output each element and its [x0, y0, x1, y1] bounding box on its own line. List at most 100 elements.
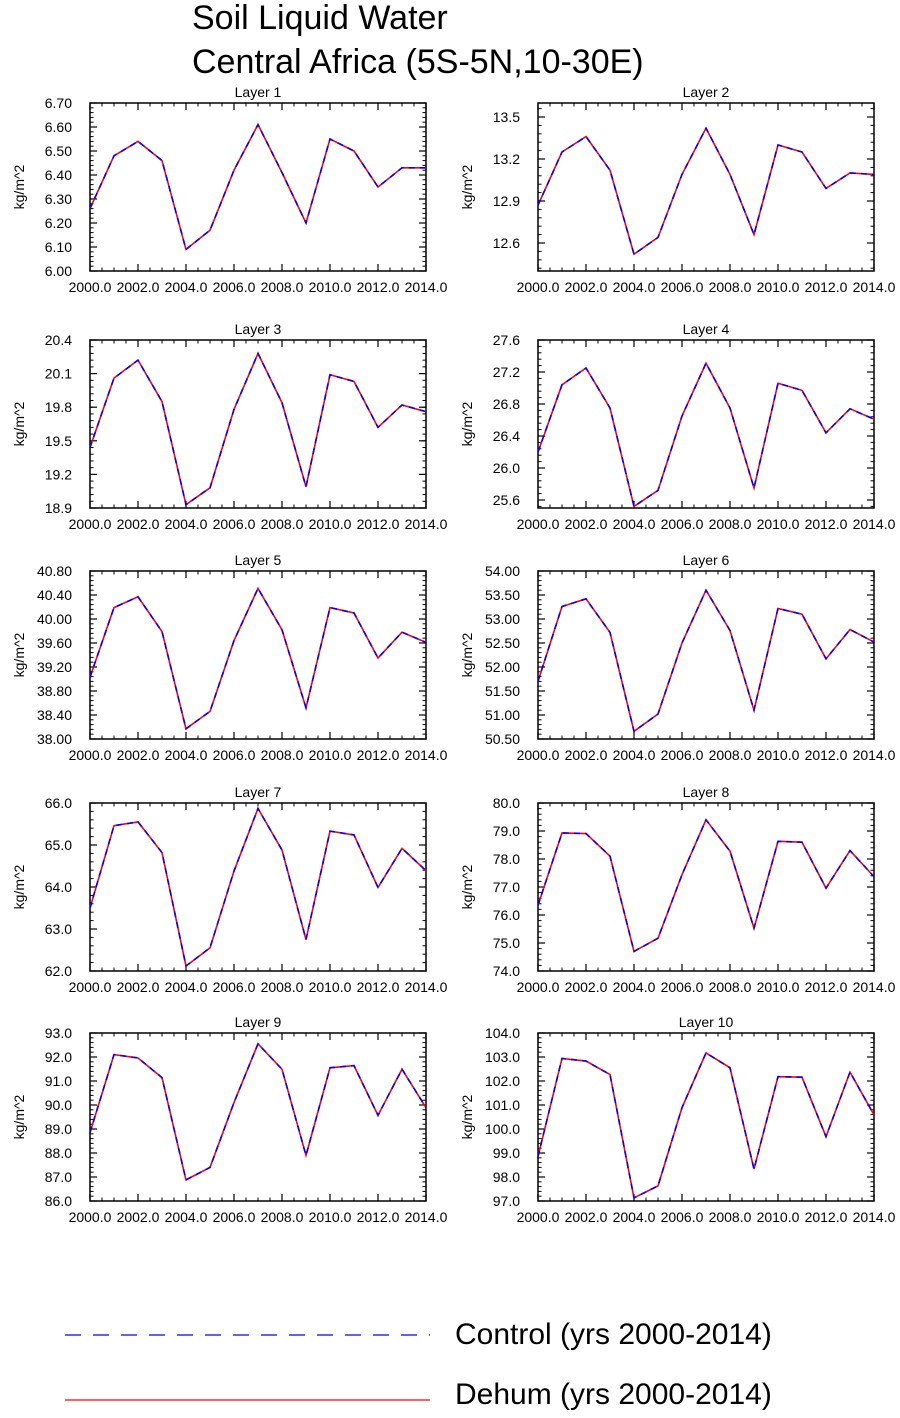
series-line-control [89, 586, 427, 731]
x-tick-label: 2000.0 [517, 279, 560, 295]
y-tick-label: 97.0 [493, 1193, 520, 1209]
panel-2: Layer 2 kg/m^2 2000.0 2002.0 2004.0 2006.0 200… [459, 84, 896, 295]
x-tick-label: 2010.0 [309, 516, 352, 532]
x-tick-label: 2008.0 [261, 516, 304, 532]
panel-4: Layer 4 kg/m^2 2000.0 2002.0 2004.0 2006.0 200… [459, 321, 896, 532]
y-tick-label: 66.0 [45, 795, 72, 811]
series-line-dehum [89, 351, 427, 506]
y-tick-label: 80.0 [493, 795, 520, 811]
x-tick-label: 2012.0 [357, 979, 400, 995]
y-tick-label: 101.0 [485, 1097, 520, 1113]
x-tick-label: 2008.0 [261, 979, 304, 995]
x-tick-label: 2012.0 [357, 1209, 400, 1225]
x-tick-label: 2004.0 [165, 279, 208, 295]
x-tick-label: 2012.0 [805, 979, 848, 995]
x-tick-label: 2002.0 [117, 279, 160, 295]
y-axis-label: kg/m^2 [459, 632, 475, 677]
x-tick-label: 2000.0 [517, 1209, 560, 1225]
panel-title: Layer 7 [235, 784, 282, 800]
series-line-dehum [537, 1051, 875, 1200]
x-tick-label: 2004.0 [165, 516, 208, 532]
y-axis-label: kg/m^2 [11, 864, 27, 909]
y-tick-label: 19.5 [45, 433, 72, 449]
x-tick-label: 2004.0 [613, 516, 656, 532]
x-tick-label: 2014.0 [405, 516, 448, 532]
series-line-dehum [537, 588, 875, 733]
x-tick-label: 2014.0 [853, 979, 896, 995]
series-line-dehum [89, 586, 427, 731]
x-tick-label: 2006.0 [661, 279, 704, 295]
panel-title: Layer 3 [235, 321, 282, 337]
y-tick-label: 52.50 [485, 635, 520, 651]
x-tick-label: 2014.0 [405, 747, 448, 763]
x-tick-label: 2014.0 [405, 979, 448, 995]
y-tick-label: 6.40 [45, 167, 72, 183]
y-tick-label: 104.0 [485, 1025, 520, 1041]
x-tick-label: 2006.0 [213, 1209, 256, 1225]
series-line-control [537, 126, 875, 256]
panel-title: Layer 5 [235, 552, 282, 568]
x-tick-label: 2014.0 [405, 1209, 448, 1225]
x-tick-label: 2010.0 [757, 979, 800, 995]
y-tick-label: 103.0 [485, 1049, 520, 1065]
y-tick-label: 27.2 [493, 364, 520, 380]
x-tick-label: 2004.0 [613, 1209, 656, 1225]
panel-title: Layer 2 [683, 84, 730, 100]
x-tick-label: 2012.0 [357, 747, 400, 763]
x-tick-label: 2000.0 [69, 516, 112, 532]
series-line-control [89, 806, 427, 968]
y-axis-label: kg/m^2 [11, 1094, 27, 1139]
y-tick-label: 20.4 [45, 332, 72, 348]
x-tick-label: 2012.0 [805, 747, 848, 763]
y-tick-label: 26.8 [493, 396, 520, 412]
y-tick-label: 6.30 [45, 191, 72, 207]
y-tick-label: 27.6 [493, 332, 520, 348]
y-axis-label: kg/m^2 [459, 164, 475, 209]
x-tick-label: 2002.0 [117, 979, 160, 995]
series-line-control [89, 122, 426, 251]
panel-5: Layer 5 kg/m^2 2000.0 2002.0 2004.0 2006.0 200… [11, 552, 448, 763]
plot-frame [89, 1032, 427, 1202]
x-tick-label: 2008.0 [709, 516, 752, 532]
y-tick-label: 6.70 [45, 95, 72, 111]
y-tick-label: 86.0 [45, 1193, 72, 1209]
y-tick-label: 51.00 [485, 707, 520, 723]
plot-frame [537, 802, 875, 972]
x-tick-label: 2010.0 [309, 279, 352, 295]
x-tick-label: 2000.0 [517, 747, 560, 763]
y-tick-label: 53.50 [485, 587, 520, 603]
y-tick-label: 6.20 [45, 215, 72, 231]
y-tick-label: 51.50 [485, 683, 520, 699]
x-tick-label: 2014.0 [853, 516, 896, 532]
y-tick-label: 87.0 [45, 1169, 72, 1185]
y-tick-label: 26.4 [493, 428, 520, 444]
panel-1: Layer 1 kg/m^2 2000.0 2002.0 2004.0 2006.0 200… [11, 84, 448, 295]
y-tick-label: 98.0 [493, 1169, 520, 1185]
y-tick-label: 91.0 [45, 1073, 72, 1089]
y-tick-label: 12.9 [493, 193, 520, 209]
x-tick-label: 2002.0 [565, 279, 608, 295]
panel-title: Layer 1 [235, 84, 282, 100]
x-tick-label: 2014.0 [853, 1209, 896, 1225]
y-tick-label: 62.0 [45, 963, 72, 979]
x-tick-label: 2006.0 [661, 979, 704, 995]
x-tick-label: 2010.0 [309, 1209, 352, 1225]
x-tick-label: 2014.0 [405, 279, 448, 295]
y-tick-label: 100.0 [485, 1121, 520, 1137]
y-tick-label: 26.0 [493, 460, 520, 476]
y-tick-label: 88.0 [45, 1145, 72, 1161]
x-tick-label: 2000.0 [517, 516, 560, 532]
x-tick-label: 2006.0 [213, 516, 256, 532]
x-tick-label: 2006.0 [213, 747, 256, 763]
y-axis-label: kg/m^2 [11, 632, 27, 677]
x-tick-label: 2008.0 [709, 747, 752, 763]
x-tick-label: 2006.0 [661, 1209, 704, 1225]
y-tick-label: 13.5 [493, 109, 520, 125]
y-tick-label: 99.0 [493, 1145, 520, 1161]
panel-9: Layer 9 kg/m^2 2000.0 2002.0 2004.0 2006.0 200… [11, 1014, 448, 1225]
series-line-dehum [537, 361, 875, 508]
y-tick-label: 38.80 [37, 683, 72, 699]
x-tick-label: 2000.0 [69, 979, 112, 995]
series-line-dehum [537, 818, 875, 953]
